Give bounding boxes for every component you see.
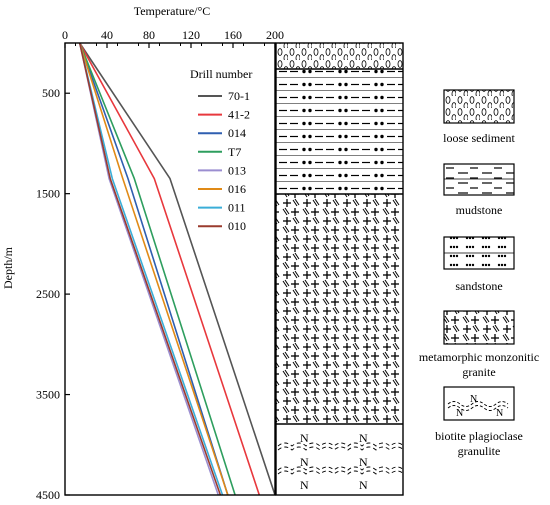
x-tick-label: 200: [266, 28, 284, 42]
legend-swatch-n-symbol: N: [470, 394, 477, 405]
x-tick-label: 0: [62, 28, 68, 42]
y-tick-label: 3500: [36, 388, 60, 402]
x-axis-title: Temperature/°C: [134, 4, 211, 18]
legend-label-biotite-granulite-line2: granulite: [458, 444, 501, 458]
x-tick-label: 160: [224, 28, 242, 42]
granulite-n-symbol: N: [300, 431, 309, 445]
legend-label-metamorphic-granite-line1: metamorphic monzonitic: [419, 350, 539, 364]
granulite-wave-marks: [277, 442, 405, 475]
series-line-016: [78, 42, 229, 496]
legend-title: Drill number: [190, 67, 252, 81]
column-frame: [275, 42, 404, 496]
x-tick-label: 40: [101, 28, 113, 42]
lithology-column: N N N N N N: [275, 42, 405, 496]
y-tick-label: 1500: [36, 187, 60, 201]
column-biotite-plagioclase-granulite: [276, 424, 403, 495]
y-tick-label: 4500: [36, 488, 60, 502]
legend-swatch-n-symbol: N: [456, 408, 463, 419]
lithology-legend: loose sediment mudstone sandstone metamo…: [419, 89, 539, 458]
series-line-010: [78, 42, 222, 496]
legend-swatch-biotite-granulite: [443, 386, 515, 421]
granulite-wave-line: [277, 442, 405, 447]
legend-swatch-loose-sediment: [443, 89, 515, 124]
x-axis-ticks: 0 40 80 120 160 200: [62, 28, 284, 48]
legend-label-010: 010: [228, 219, 246, 233]
legend-label-mudstone: mudstone: [456, 203, 503, 217]
legend: 70-1 41-2 014 T7 013 016 011 010: [198, 89, 250, 233]
y-tick-label: 2500: [36, 287, 60, 301]
legend-swatch-granulite-wave: [447, 405, 509, 411]
legend-swatch-granulite-wave: [447, 401, 509, 407]
y-axis-ticks: 500 1500 2500 3500 4500: [36, 86, 70, 502]
granulite-wave-line: [277, 446, 405, 451]
legend-label-biotite-granulite-line1: biotite plagioclase: [435, 429, 523, 443]
x-tick-label: 120: [182, 28, 200, 42]
legend-label-T7: T7: [228, 145, 241, 159]
x-tick-label: 80: [143, 28, 155, 42]
legend-swatch-metamorphic-granite: [443, 310, 515, 345]
legend-label-013: 013: [228, 163, 246, 177]
granulite-n-symbol: N: [300, 478, 309, 492]
legend-label-70-1: 70-1: [228, 89, 250, 103]
granulite-wave-line: [277, 470, 405, 475]
legend-label-016: 016: [228, 182, 246, 196]
y-axis-title: Depth/m: [1, 246, 15, 289]
granulite-n-marks: N N N N N N: [300, 431, 368, 492]
legend-label-014: 014: [228, 126, 246, 140]
granulite-n-symbol: N: [359, 431, 368, 445]
granulite-n-symbol: N: [300, 455, 309, 469]
legend-swatch-mudstone: [443, 163, 515, 196]
granulite-wave-line: [277, 466, 405, 471]
column-mudstone-sandstone-sequence: [276, 69, 403, 194]
column-loose-sediment: [276, 43, 403, 69]
series-line-014: [78, 42, 229, 496]
legend-label-sandstone: sandstone: [455, 279, 502, 293]
granulite-n-symbol: N: [359, 478, 368, 492]
series-line-41-2: [78, 42, 261, 496]
granulite-n-symbol: N: [359, 455, 368, 469]
series-lines: [78, 42, 276, 496]
series-line-T7: [78, 42, 236, 496]
legend-label-loose-sediment: loose sediment: [443, 131, 515, 145]
y-tick-label: 500: [42, 86, 60, 100]
legend-label-41-2: 41-2: [228, 108, 250, 122]
legend-swatch-n-symbol: N: [496, 408, 503, 419]
legend-label-011: 011: [228, 201, 246, 215]
legend-label-metamorphic-granite-line2: granite: [462, 365, 495, 379]
column-metamorphic-monzonitic-granite: [276, 194, 403, 424]
series-line-70-1: [79, 42, 276, 496]
plot-frame: [64, 42, 276, 496]
